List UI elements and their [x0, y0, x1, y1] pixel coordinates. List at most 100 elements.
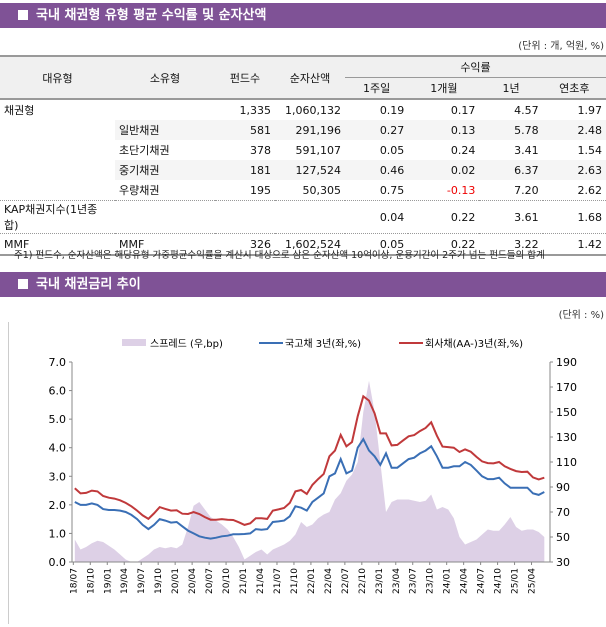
table-cell: 1.54 [577, 143, 603, 157]
table-cell: MMF [0, 233, 115, 255]
x-tick-label: 22/04 [324, 568, 334, 594]
table-cell: 195 [250, 183, 271, 197]
section-header-rates: 국내 채권금리 추이 [0, 272, 606, 297]
col-1m: 1개월 [408, 77, 480, 99]
x-tick-label: 20/07 [205, 568, 215, 594]
table-cell [215, 200, 275, 234]
gov-3y-line [74, 437, 545, 540]
square-bullet-icon [18, 10, 28, 20]
x-tick-label: 23/10 [426, 568, 436, 594]
table-cell: 5.78 [479, 120, 543, 140]
table-cell: 181 [215, 160, 275, 180]
table-cell: 0.24 [450, 143, 476, 157]
x-tick-label: 24/10 [494, 568, 504, 594]
x-tick-label: 22/10 [358, 568, 368, 594]
col-ytd: 연초후 [542, 77, 606, 99]
legend-label: 스프레드 (우,bp) [150, 338, 223, 350]
table-cell [0, 120, 115, 140]
x-tick-label: 23/04 [392, 568, 402, 594]
left-tick-label: 1.0 [49, 527, 67, 540]
footnote: 주1) 펀드수, 순자산액은 해당유형 가중평균수익률을 계산시 대상으로 삼은… [14, 250, 545, 261]
table-cell: 초단기채권 [119, 144, 170, 157]
col-funds: 펀드수 [215, 56, 275, 99]
table-cell [0, 180, 115, 201]
table-cell: 291,196 [275, 120, 345, 140]
table-cell: 0.75 [379, 183, 405, 197]
table-cell: 378 [250, 143, 271, 157]
table-cell: 127,524 [275, 160, 345, 180]
left-tick-label: 0.0 [49, 556, 67, 569]
table-cell: 1.42 [542, 233, 606, 255]
x-tick-label: 21/04 [256, 568, 266, 594]
table-row: 채권형 1,335 1,060,132 0.19 0.17 4.57 1.97 [0, 99, 606, 120]
table-row: KAP채권지수(1년종합) 0.04 0.22 3.61 1.68 [0, 200, 606, 234]
returns-table: 대유형 소유형 펀드수 순자산액 수익률 1주일 1개월 1년 연초후 채권형 1,33… [0, 55, 606, 256]
right-tick-label: 90 [556, 481, 570, 494]
table-row: 우량채권 195 50,305 0.75 -0.13 7.20 2.62 [0, 180, 606, 201]
table-cell: 0.22 [408, 233, 480, 255]
spread-area [74, 380, 545, 562]
right-tick-label: 30 [556, 556, 570, 569]
right-tick-label: 170 [556, 381, 577, 394]
x-tick-label: 25/04 [528, 568, 538, 594]
table-cell: 우량채권 [119, 184, 160, 197]
table-cell: 2.63 [542, 160, 606, 180]
table-cell: 3.61 [479, 200, 543, 234]
table-cell: KAP채권지수(1년종합) [0, 200, 115, 234]
section-header-returns: 국내 채권형 유형 평균 수익률 및 순자산액 [0, 3, 606, 28]
left-tick-label: 5.0 [49, 413, 67, 426]
col-minor: 소유형 [115, 56, 215, 99]
table-cell: 0.13 [408, 120, 480, 140]
x-tick-label: 21/01 [239, 568, 249, 594]
right-tick-label: 150 [556, 406, 577, 419]
table-cell: 6.37 [479, 160, 543, 180]
table-cell: 326 [215, 233, 275, 255]
left-tick-label: 2.0 [49, 499, 67, 512]
col-1y: 1년 [479, 77, 543, 99]
x-tick-label: 22/07 [341, 568, 351, 594]
corp-aa-3y-line [74, 394, 545, 526]
x-tick-label: 20/10 [222, 568, 232, 594]
table-cell [0, 160, 115, 180]
left-tick-label: 6.0 [49, 385, 67, 398]
right-tick-label: 70 [556, 506, 570, 519]
table-cell: 2.62 [577, 183, 603, 197]
table-row: 일반채권 581 291,196 0.27 0.13 5.78 2.48 [0, 120, 606, 140]
x-tick-label: 19/01 [103, 568, 113, 594]
table-cell: 0.27 [345, 120, 409, 140]
section-title: 국내 채권금리 추이 [36, 277, 141, 292]
table-cell: 0.04 [345, 200, 409, 234]
section-title: 국내 채권형 유형 평균 수익률 및 순자산액 [36, 8, 267, 23]
rates-chart: 0.0 1.0 2.0 3.0 4.0 5.0 6.0 7.0 30 50 70 90 110 130 15… [49, 338, 578, 594]
table-cell: 4.57 [514, 103, 539, 117]
x-tick-label: 22/01 [307, 568, 317, 594]
table-cell [275, 200, 345, 234]
table-cell: 0.17 [450, 103, 476, 117]
unit-label: (단위 : %) [558, 310, 604, 321]
table-row: 중기채권 181 127,524 0.46 0.02 6.37 2.63 [0, 160, 606, 180]
table-row: MMF MMF 326 1,602,524 0.05 0.22 3.22 1.42 [0, 233, 606, 255]
table-cell: 1,602,524 [275, 233, 345, 255]
x-tick-label: 19/10 [154, 568, 164, 594]
right-tick-label: 110 [556, 456, 577, 469]
table-cell: 0.05 [345, 233, 409, 255]
x-tick-label: 24/01 [443, 568, 453, 594]
table-cell: 591,107 [295, 143, 342, 157]
table-cell: 1,335 [239, 103, 272, 117]
x-tick-label: 25/01 [511, 568, 521, 594]
table-cell [0, 140, 115, 160]
table-cell: MMF [115, 233, 215, 255]
x-tick-label: 19/07 [137, 568, 147, 594]
left-tick-label: 7.0 [49, 356, 67, 369]
left-tick-label: 3.0 [49, 470, 67, 483]
x-tick-label: 19/04 [120, 568, 130, 594]
table-cell: 3.22 [479, 233, 543, 255]
x-tick-label: 21/10 [290, 568, 300, 594]
table-cell: 1.97 [577, 103, 603, 117]
table-cell: 채권형 [4, 104, 35, 117]
x-tick-label: 21/07 [273, 568, 283, 594]
right-tick-label: 50 [556, 531, 570, 544]
table-cell: 0.02 [408, 160, 480, 180]
col-1w: 1주일 [345, 77, 409, 99]
col-returns: 수익률 [345, 56, 606, 78]
